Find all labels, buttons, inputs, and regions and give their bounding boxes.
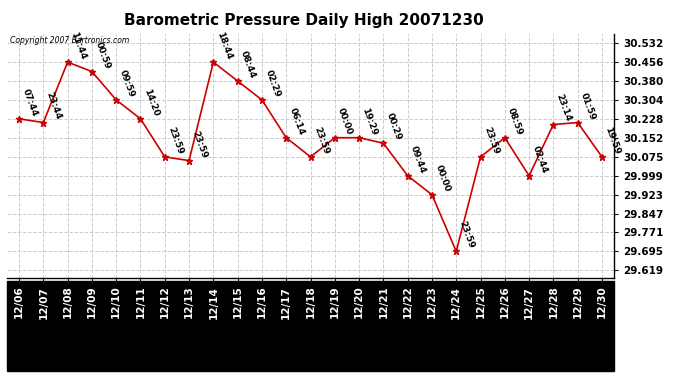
Text: 23:59: 23:59 (457, 220, 476, 250)
Text: 08:44: 08:44 (239, 50, 257, 80)
Text: 23:59: 23:59 (482, 125, 500, 156)
Text: 12/17: 12/17 (282, 286, 291, 319)
Text: 12/14: 12/14 (208, 286, 218, 319)
Text: 07:44: 07:44 (21, 87, 39, 117)
Text: 19:29: 19:29 (360, 106, 379, 136)
Text: 12/07: 12/07 (39, 286, 48, 319)
Text: 19:59: 19:59 (603, 125, 622, 156)
Text: 23:14: 23:14 (555, 93, 573, 123)
Text: 12/16: 12/16 (257, 286, 267, 318)
Text: 12/24: 12/24 (451, 286, 461, 319)
Text: 12/27: 12/27 (524, 286, 534, 319)
Text: 00:59: 00:59 (93, 40, 112, 70)
Text: 02:44: 02:44 (531, 144, 549, 174)
Text: 00:00: 00:00 (433, 164, 451, 193)
Text: 12/18: 12/18 (306, 286, 315, 318)
Text: 09:44: 09:44 (409, 144, 427, 174)
Text: 18:44: 18:44 (215, 30, 233, 61)
Text: 12/19: 12/19 (330, 286, 339, 318)
Text: 23:59: 23:59 (312, 125, 331, 156)
Text: Copyright 2007 Bartronics.com: Copyright 2007 Bartronics.com (10, 36, 129, 45)
Text: 23:59: 23:59 (190, 129, 209, 159)
Text: 12/28: 12/28 (549, 286, 558, 318)
Text: 12/20: 12/20 (354, 286, 364, 318)
Text: 09:59: 09:59 (117, 68, 136, 99)
Text: 12/29: 12/29 (573, 286, 582, 318)
Text: 12/21: 12/21 (378, 286, 388, 318)
Text: 01:59: 01:59 (579, 91, 598, 121)
Text: 12/23: 12/23 (427, 286, 437, 318)
Text: 12/11: 12/11 (135, 286, 146, 318)
Text: 12/08: 12/08 (63, 286, 72, 318)
Text: 11:44: 11:44 (69, 30, 88, 61)
Text: 08:59: 08:59 (506, 106, 524, 136)
Text: 12/15: 12/15 (233, 286, 243, 318)
Text: 12/30: 12/30 (597, 286, 607, 318)
Text: 12/13: 12/13 (184, 286, 194, 318)
Text: 12/10: 12/10 (111, 286, 121, 318)
Text: 12/09: 12/09 (87, 286, 97, 318)
Text: 12/22: 12/22 (403, 286, 413, 318)
Text: Barometric Pressure Daily High 20071230: Barometric Pressure Daily High 20071230 (124, 13, 484, 28)
Text: 00:29: 00:29 (385, 112, 403, 142)
Text: 12/06: 12/06 (14, 286, 24, 318)
Text: 06:14: 06:14 (288, 106, 306, 136)
Text: 02:29: 02:29 (264, 69, 282, 99)
Text: 23:44: 23:44 (45, 91, 63, 121)
Text: 23:59: 23:59 (166, 125, 184, 156)
Text: 12/26: 12/26 (500, 286, 510, 318)
Text: 14:20: 14:20 (142, 87, 160, 117)
Text: 12/25: 12/25 (475, 286, 486, 318)
Text: 12/12: 12/12 (160, 286, 170, 318)
Text: 00:00: 00:00 (336, 107, 354, 136)
